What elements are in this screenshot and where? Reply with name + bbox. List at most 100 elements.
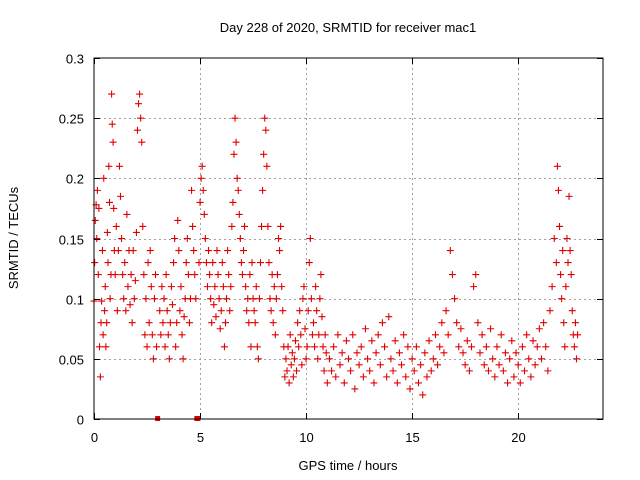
data-point <box>135 100 143 108</box>
data-point <box>253 343 261 351</box>
data-point <box>263 162 271 170</box>
data-point <box>98 247 106 255</box>
data-point <box>115 162 123 170</box>
data-point <box>306 235 314 242</box>
data-point <box>159 319 167 327</box>
data-point <box>402 373 410 381</box>
data-point <box>308 331 316 339</box>
data-point <box>273 271 281 279</box>
data-point <box>255 295 263 303</box>
data-point <box>203 283 211 291</box>
data-point <box>459 349 467 357</box>
data-point <box>146 247 154 255</box>
data-point <box>245 319 253 327</box>
data-point <box>328 367 336 375</box>
data-point <box>173 319 181 327</box>
data-point <box>250 307 258 315</box>
data-point <box>279 307 287 315</box>
data-point <box>338 349 346 357</box>
data-point <box>314 355 322 363</box>
data-point <box>474 319 482 327</box>
data-point <box>332 373 340 381</box>
data-point <box>347 367 355 375</box>
y-tick-label: 0 <box>77 413 84 428</box>
data-point <box>451 295 459 303</box>
data-point <box>319 343 327 351</box>
data-point <box>322 349 330 357</box>
data-point <box>220 343 228 351</box>
data-point <box>506 355 514 363</box>
data-point <box>417 361 425 369</box>
data-point <box>372 349 380 357</box>
data-point <box>212 313 220 321</box>
data-point <box>408 355 416 363</box>
data-point <box>291 337 299 345</box>
data-point <box>544 367 552 375</box>
data-point <box>106 295 114 303</box>
data-point <box>299 295 307 303</box>
data-point <box>504 379 512 387</box>
data-point <box>114 247 122 255</box>
data-point <box>172 343 180 351</box>
data-point <box>572 355 580 363</box>
data-point <box>489 355 497 363</box>
data-point <box>219 283 227 291</box>
data-point <box>560 319 568 327</box>
data-point <box>468 343 476 351</box>
data-point <box>345 355 352 363</box>
y-axis-label: SRMTID / TECUs <box>6 186 21 289</box>
data-point <box>393 379 401 387</box>
data-point <box>330 343 338 351</box>
data-point <box>470 283 478 291</box>
data-point <box>149 355 157 363</box>
data-point <box>370 379 378 387</box>
chart-title: Day 228 of 2020, SRMTID for receiver mac… <box>220 20 477 35</box>
data-point <box>110 204 118 212</box>
data-point <box>516 379 524 387</box>
data-point <box>368 337 376 345</box>
data-point <box>514 361 522 369</box>
data-point <box>205 247 213 255</box>
data-point <box>100 174 108 182</box>
data-point <box>129 247 137 255</box>
data-point <box>128 319 136 327</box>
data-point <box>123 210 131 218</box>
data-point <box>183 235 191 242</box>
data-point <box>472 271 480 279</box>
y-tick-label: 0.15 <box>59 233 84 248</box>
y-tick-label: 0.05 <box>59 353 84 368</box>
data-point <box>323 379 331 387</box>
data-point <box>142 295 150 303</box>
data-point <box>95 204 103 212</box>
x-tick-label: 20 <box>511 430 525 445</box>
data-point <box>561 343 569 351</box>
data-point <box>122 307 130 315</box>
data-point <box>542 343 550 351</box>
data-point <box>145 319 153 327</box>
data-point <box>518 343 526 351</box>
data-point <box>243 307 251 315</box>
data-point <box>440 349 448 357</box>
data-point <box>272 295 280 303</box>
data-point <box>216 325 224 333</box>
data-point <box>241 222 249 230</box>
data-point <box>165 355 173 363</box>
x-tick-label: 0 <box>91 430 98 445</box>
data-point <box>359 373 367 381</box>
data-point <box>414 379 422 387</box>
data-point <box>436 343 444 351</box>
data-point <box>246 271 254 279</box>
y-tick-label: 0.3 <box>66 52 84 67</box>
data-point <box>317 271 325 279</box>
data-point <box>184 271 192 279</box>
data-point <box>391 337 399 345</box>
data-point <box>285 379 293 387</box>
data-point <box>412 343 420 351</box>
data-point <box>563 235 571 242</box>
data-point <box>574 331 582 339</box>
data-point <box>94 271 102 279</box>
data-point <box>540 319 548 327</box>
data-point <box>340 379 348 387</box>
data-point <box>141 331 149 339</box>
